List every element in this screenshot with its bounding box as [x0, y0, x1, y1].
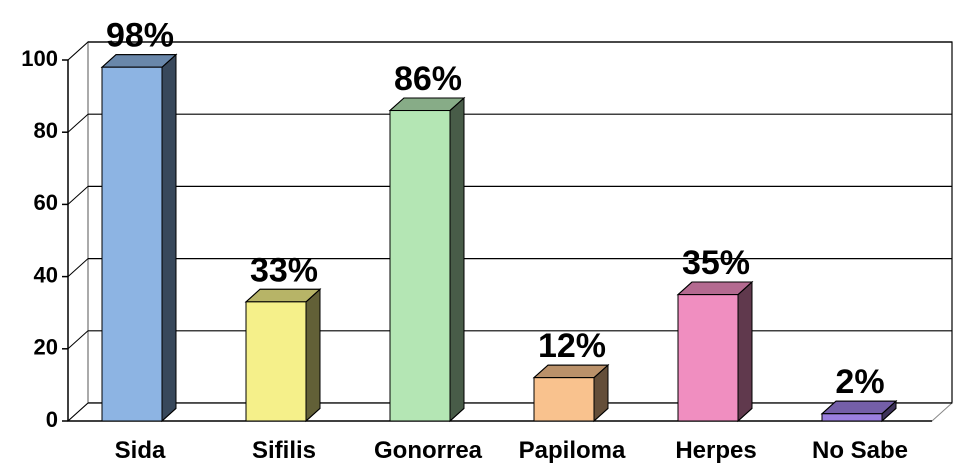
- x-tick-label: Sida: [115, 437, 166, 464]
- y-tick-label: 60: [34, 190, 58, 215]
- y-tick-label: 80: [34, 118, 58, 143]
- grid-line-side: [67, 41, 89, 61]
- bar: [821, 413, 883, 422]
- bar-side-shade: [305, 288, 321, 423]
- x-tick-label: Sifilis: [252, 437, 316, 464]
- bar: [101, 66, 163, 422]
- x-tick-label: Papiloma: [519, 437, 626, 464]
- x-tick-label: Herpes: [675, 437, 756, 464]
- x-tick-label: Gonorrea: [374, 437, 483, 464]
- x-tick-label: No Sabe: [812, 437, 908, 464]
- value-label: 33%: [250, 251, 318, 289]
- y-tick-label: 100: [21, 46, 58, 71]
- side-wall: [67, 40, 89, 423]
- grid-line-side: [67, 258, 89, 277]
- floor: [66, 402, 954, 422]
- bar-side-shade: [737, 280, 753, 423]
- y-tick-label: 20: [34, 335, 58, 360]
- back-wall: [87, 41, 953, 404]
- bar: [533, 377, 595, 422]
- bar-side-shade: [161, 53, 177, 423]
- y-tick-label: 0: [46, 407, 58, 432]
- value-label: 86%: [394, 60, 462, 98]
- value-label: 35%: [682, 244, 750, 282]
- value-label: 98%: [106, 17, 174, 55]
- bar: [677, 294, 739, 422]
- bar-side-shade: [449, 96, 465, 423]
- bar: [245, 301, 307, 422]
- y-tick-label: 40: [34, 262, 58, 287]
- value-label: 12%: [538, 327, 606, 365]
- grid-line-side: [67, 402, 89, 422]
- bar: [389, 110, 451, 422]
- grid-line-side: [67, 113, 89, 133]
- grid-line-side: [67, 186, 89, 205]
- value-label: 2%: [835, 363, 884, 401]
- grid-line-side: [67, 330, 89, 350]
